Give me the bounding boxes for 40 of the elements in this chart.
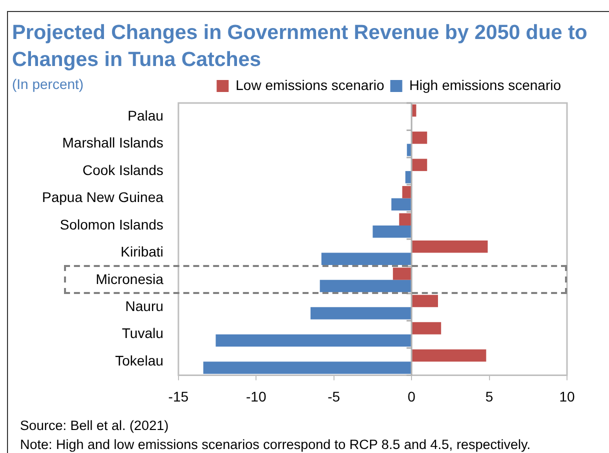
y-tick-label: Papua New Guinea [42,189,164,206]
y-tick-label: Marshall Islands [62,134,164,151]
y-tick-label: Cook Islands [82,162,164,178]
bar [412,294,438,308]
bar [391,198,412,211]
bar [406,144,412,156]
bar [405,171,412,184]
bar [399,213,412,226]
bar [412,322,442,334]
y-tick-label: Kiribati [120,244,164,260]
x-tick-label: 10 [559,388,575,404]
x-tick-label: -5 [328,388,340,404]
text: (In percent) [12,76,84,92]
bar [372,225,412,238]
y-tick-label: Micronesia [96,270,164,287]
x-tick-label: -15 [168,388,189,404]
x-tick-label: 5 [485,388,494,404]
text: Note: High and low emissions scenarios correspond to RCP 8.5 and 4.5, respectively. [20,436,531,453]
y-tick-label: Solomon Islands [60,216,164,232]
y-tick-label: Nauru [125,298,164,314]
source-note: Source: Bell et al. (2021) [20,417,170,435]
y-tick-label: Tuvalu [122,325,164,342]
bar [310,307,412,320]
bar [216,334,412,347]
y-tick-label: Tokelau [115,352,164,368]
x-tick-label: -10 [246,388,266,404]
legend-label: Low emissions scenario [236,76,384,93]
bar [203,362,412,374]
bar [320,280,412,292]
legend-label: High emissions scenario [409,76,562,93]
bar [412,132,428,144]
chart-title: Projected Changes in Government Revenue by 2050 due to Changes in Tuna Catches [12,20,588,73]
bar [321,252,412,265]
x-tick-label: 0 [408,388,416,404]
bar [402,186,412,198]
bar [412,240,488,253]
bar [412,158,428,172]
bar [392,268,412,280]
bar [412,349,486,362]
y-tick-label: Palau [128,107,164,124]
